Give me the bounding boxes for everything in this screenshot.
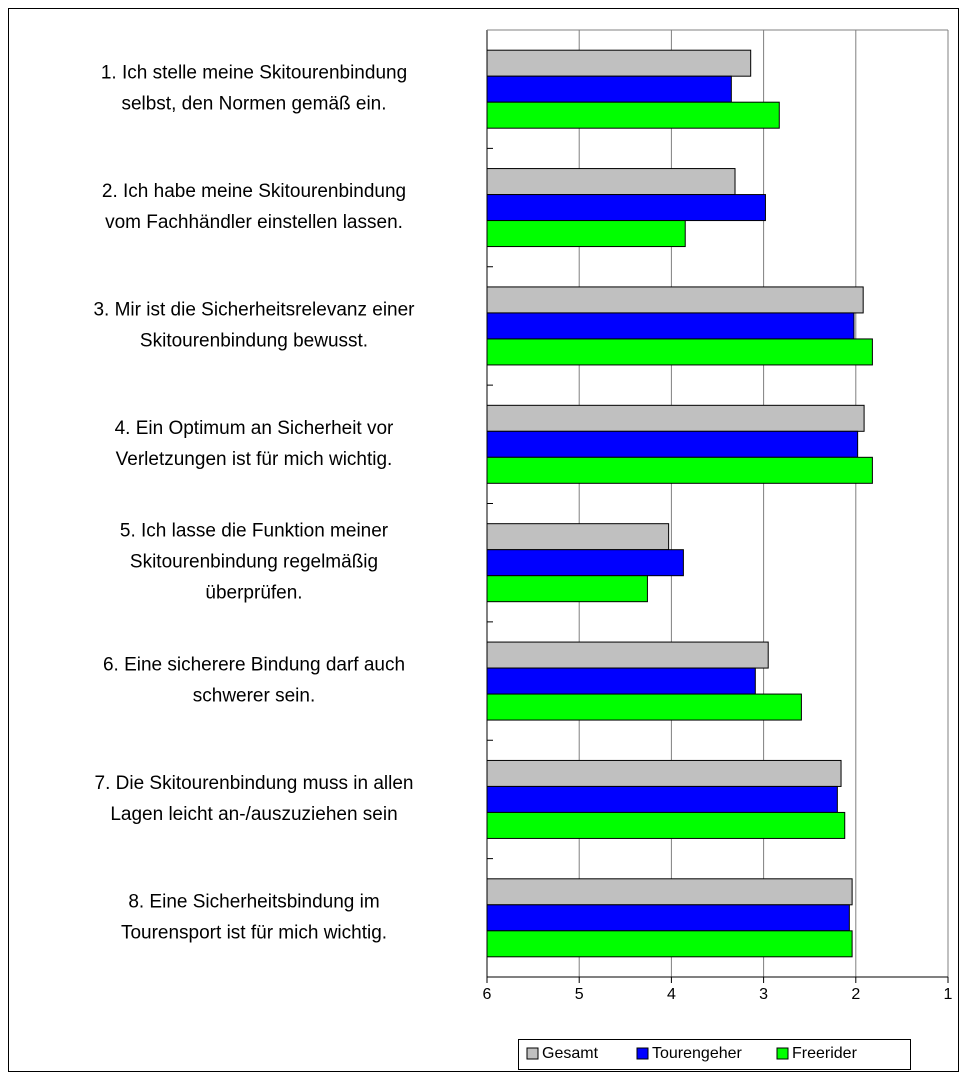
- bar: [486, 75, 732, 103]
- bar: [486, 575, 648, 603]
- bar: [486, 759, 842, 787]
- bar: [486, 930, 853, 958]
- bar: [486, 168, 736, 196]
- category-label: 7. Die Skitourenbindung muss in allen: [95, 773, 414, 794]
- category-label: Lagen leicht an-/auszuziehen sein: [110, 804, 397, 825]
- bar: [486, 312, 855, 340]
- x-tick-label: 6: [483, 986, 492, 1003]
- bar: [486, 404, 865, 432]
- bar: [486, 338, 873, 366]
- x-tick-label: 5: [575, 986, 584, 1003]
- bar: [486, 549, 684, 577]
- category-label: überprüfen.: [205, 583, 302, 604]
- category-label: 1. Ich stelle meine Skitourenbindung: [101, 63, 407, 84]
- legend-label: Gesamt: [542, 1045, 599, 1062]
- legend-label: Tourengeher: [652, 1045, 743, 1062]
- legend-box: [518, 1039, 911, 1070]
- bar: [486, 49, 752, 77]
- x-tick-label: 3: [759, 986, 768, 1003]
- bar: [486, 220, 686, 248]
- bar: [486, 286, 864, 314]
- bar: [486, 641, 769, 669]
- legend-swatch: [776, 1047, 789, 1060]
- legend-label: Freerider: [792, 1045, 858, 1062]
- bar: [486, 693, 802, 721]
- category-label: schwerer sein.: [193, 686, 316, 707]
- category-label: Skitourenbindung regelmäßig: [130, 552, 378, 573]
- bar: [486, 430, 859, 458]
- bar: [486, 456, 873, 484]
- bar: [486, 878, 853, 906]
- category-label: vom Fachhändler einstellen lassen.: [105, 212, 403, 233]
- category-label: Tourensport ist für mich wichtig.: [121, 922, 387, 943]
- legend-swatch: [526, 1047, 539, 1060]
- category-label: 3. Mir ist die Sicherheitsrelevanz einer: [93, 299, 415, 320]
- bar: [486, 194, 766, 222]
- category-label: 4. Ein Optimum an Sicherheit vor: [115, 418, 394, 439]
- category-label: Verletzungen ist für mich wichtig.: [116, 449, 393, 470]
- category-label: 8. Eine Sicherheitsbindung im: [128, 891, 379, 912]
- bar: [486, 667, 756, 695]
- category-label: 2. Ich habe meine Skitourenbindung: [102, 181, 406, 202]
- bar: [486, 811, 846, 839]
- x-tick-label: 2: [851, 986, 860, 1003]
- bar: [486, 523, 670, 551]
- x-tick-label: 4: [667, 986, 676, 1003]
- category-label: Skitourenbindung bewusst.: [140, 330, 368, 351]
- bar: [486, 101, 780, 129]
- legend-swatch: [636, 1047, 649, 1060]
- category-label: 6. Eine sicherere Bindung darf auch: [103, 655, 405, 676]
- category-label: 5. Ich lasse die Funktion meiner: [120, 521, 389, 542]
- x-tick-label: 1: [944, 986, 953, 1003]
- bar: [486, 785, 838, 813]
- bar: [486, 904, 850, 932]
- category-label: selbst, den Normen gemäß ein.: [121, 94, 386, 115]
